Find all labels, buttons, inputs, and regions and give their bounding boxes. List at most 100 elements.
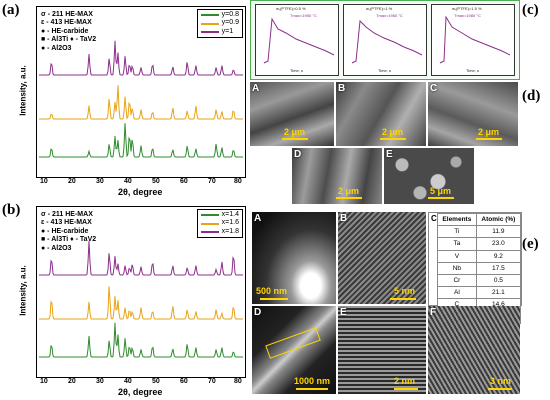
xrd-series-line [39, 322, 243, 358]
legend-row: x=1.4 [200, 211, 239, 219]
table-cell: V [437, 249, 477, 263]
table-cell: 0.5 [475, 273, 522, 288]
sem-image-e: E 5 μm [384, 148, 474, 204]
curve-peak: Tmax=1980 °C [454, 13, 481, 18]
table-letter: C [431, 214, 437, 223]
curve-title: wₜ(PTFE)=0.5 % [276, 6, 306, 11]
sem-letter: A [252, 83, 260, 94]
x-tick: 30 [96, 378, 104, 385]
xrd-series-line [39, 240, 243, 276]
table-row: Ta 23.0 [437, 237, 522, 251]
curve-x-label: Time, s [466, 68, 479, 73]
xrd-plot-a [39, 40, 243, 158]
xrd-chart-a: σ - 211 HE-MAX ε - 413 HE-MAX ● - HE-car… [36, 6, 246, 178]
panel-a-label: (a) [2, 2, 20, 18]
temp-curve-plot [263, 17, 335, 64]
sem-letter: F [430, 307, 437, 318]
legend-row: y=0.9 [200, 19, 239, 27]
sem-image-d: D 2 μm [292, 148, 382, 204]
legend-label: y=1 [221, 27, 234, 35]
table-cell: 23.0 [475, 237, 522, 251]
xrd-series-line [39, 286, 243, 320]
table-cell: Cr [437, 273, 477, 288]
eds-composition-table: Elements Atomic (%) Ti 11.9 Ta 23.0 V 9.2 Nb 17… [437, 212, 522, 324]
x-tick: 40 [124, 178, 132, 185]
scale-label: 2 μm [478, 127, 500, 137]
panel-b-label: (b) [2, 202, 21, 218]
scale-bar [488, 388, 512, 390]
x-tick: 60 [180, 378, 188, 385]
series-legend-b: x=1.4 x=1.6 x=1.8 [196, 209, 243, 239]
x-tick: 30 [96, 178, 104, 185]
x-tick: 50 [152, 378, 160, 385]
temp-curve-3: wₜ(PTFE)=1.5 % Tmax=1980 °C Time, s [431, 4, 515, 76]
table-cell: 9.2 [475, 249, 522, 263]
phase-legend-item: σ - 211 HE-MAX [41, 11, 93, 18]
tem-image-f: F 3 nm [428, 306, 520, 394]
sem-letter: B [340, 213, 348, 224]
legend-row: x=1.8 [200, 227, 239, 236]
scale-bar [282, 138, 308, 140]
xrd-plot-b [39, 240, 243, 358]
curve-peak: Tmax=1960 °C [376, 13, 403, 18]
sem-letter: C [430, 83, 438, 94]
temp-curve-2: wₜ(PTFE)=1 % Tmax=1960 °C Time, s [343, 4, 427, 76]
x-tick: 80 [234, 178, 242, 185]
scale-bar [390, 298, 416, 300]
phase-legend-item: ● - HE-carbide [41, 227, 89, 235]
scale-bar [380, 138, 406, 140]
table-header: Elements [437, 212, 477, 227]
legend-label: x=1.8 [221, 227, 239, 235]
table-cell: Nb [437, 261, 477, 275]
temp-curve-1: wₜ(PTFE)=0.5 % Tmax=1950 °C Time, s [255, 4, 339, 76]
table-cell: 11.9 [475, 225, 522, 239]
x-tick: 70 [208, 178, 216, 185]
table-cell: Al [437, 286, 477, 300]
sem-letter: D [294, 149, 302, 160]
x-tick: 70 [208, 378, 216, 385]
xrd-series-line [39, 40, 243, 76]
scale-bar [336, 197, 362, 199]
legend-label: x=1.6 [221, 219, 239, 227]
table-row: Cr 0.5 [437, 273, 522, 288]
x-tick: 20 [68, 178, 76, 185]
scale-bar [428, 197, 454, 199]
table-row: Al 21.1 [437, 286, 522, 300]
curve-peak: Tmax=1950 °C [290, 13, 317, 18]
xrd-series-line [39, 123, 243, 158]
phase-legend-item: ε - 413 HE-MAX [41, 19, 92, 27]
x-axis-label-b: 2θ, degree [118, 387, 163, 397]
sem-image-b: B 2 μm [336, 82, 426, 146]
table-row: Nb 17.5 [437, 261, 522, 275]
scale-bar [260, 298, 288, 300]
sem-letter: D [254, 307, 262, 318]
scale-label: 5 nm [394, 286, 416, 296]
x-tick: 20 [68, 378, 76, 385]
panel-c-label: (c) [522, 2, 539, 18]
x-tick: 10 [40, 178, 48, 185]
table-row: V 9.2 [437, 249, 522, 263]
scale-label: 2 nm [394, 376, 416, 386]
curve-x-label: Time, s [290, 68, 303, 73]
x-axis-label-a: 2θ, degree [118, 187, 163, 197]
xrd-chart-b: σ - 211 HE-MAX ε - 413 HE-MAX ● - HE-car… [36, 206, 246, 378]
tem-image-b: B 5 nm [338, 212, 426, 304]
curve-title: wₜ(PTFE)=1 % [366, 6, 393, 11]
phase-legend-b: σ - 211 HE-MAX ε - 413 HE-MAX ● - HE-car… [41, 211, 96, 253]
sem-letter: E [340, 307, 347, 318]
curve-x-label: Time, s [378, 68, 391, 73]
scale-bar [476, 138, 502, 140]
table-cell: Ta [437, 237, 477, 251]
x-tick: 40 [124, 378, 132, 385]
selected-area-box [265, 327, 321, 359]
scale-label: 2 μm [382, 127, 404, 137]
legend-label: y=0.8 [221, 11, 239, 18]
phase-legend-a: σ - 211 HE-MAX ε - 413 HE-MAX ● - HE-car… [41, 11, 96, 53]
scale-label: 2 μm [338, 186, 360, 196]
x-tick: 60 [180, 178, 188, 185]
temp-curve-plot [439, 15, 511, 64]
table-row: Ti 11.9 [437, 225, 522, 239]
sem-image-c: C 2 μm [428, 82, 518, 146]
y-axis-label-b: Intensity, a.u. [18, 265, 28, 316]
panel-e-label: (e) [522, 236, 539, 252]
